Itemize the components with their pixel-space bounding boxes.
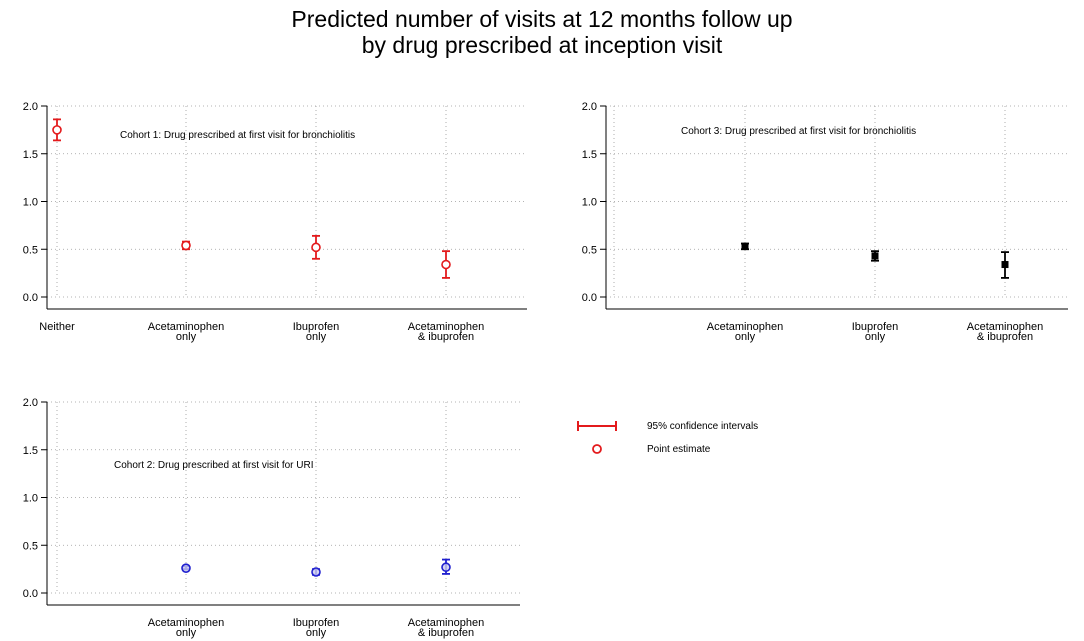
panel-1-y-tick-label: 2.0 (23, 101, 38, 113)
panel-1-x-tick-label: only (176, 331, 197, 343)
panel-2-x-tick-label: only (865, 331, 886, 343)
panel-1-y-tick-label: 0.5 (23, 244, 38, 256)
panel-1-x-tick-label: Acetaminophen (408, 321, 484, 333)
panel-1-point-estimate (311, 242, 321, 253)
panel-1-point-estimate (52, 125, 62, 135)
panel-3-x-tick-label: only (176, 627, 197, 639)
panel-2-x-tick-label: Acetaminophen (707, 321, 783, 333)
legend-ci-label: 95% confidence intervals (647, 421, 758, 432)
panel-2-y-tick-label: 0.5 (582, 244, 597, 256)
panel-2-y-tick-label: 0.0 (582, 292, 597, 304)
panel-1-y-tick-label: 1.0 (23, 197, 38, 209)
panel-1-cohort-label: Cohort 1: Drug prescribed at first visit… (120, 130, 355, 141)
panel-3-x-tick-label: Ibuprofen (293, 617, 339, 629)
chart-title: Predicted number of visits at 12 months … (291, 6, 793, 32)
panel-3-cohort-label: Cohort 2: Drug prescribed at first visit… (114, 460, 314, 471)
panel-3-point-estimate (441, 562, 451, 573)
panel-1-x-tick-label: & ibuprofen (418, 331, 474, 343)
panel-1-x-tick-label: Neither (39, 321, 75, 333)
panel-3-y-tick-label: 1.0 (23, 493, 38, 505)
panel-3-x-tick-label: & ibuprofen (418, 627, 474, 639)
panel-2-cohort-label: Cohort 3: Drug prescribed at first visit… (681, 126, 916, 137)
panel-1-x-tick-label: only (306, 331, 327, 343)
panel-1-x-tick-label: Ibuprofen (293, 321, 339, 333)
panel-3-point-estimate (181, 563, 191, 573)
panel-2-point-estimate (1001, 261, 1009, 269)
panel-2-x-tick-label: & ibuprofen (977, 331, 1033, 343)
panel-2-point-estimate (741, 242, 749, 250)
panel-3-y-tick-label: 2.0 (23, 397, 38, 409)
panel-1-y-tick-label: 1.5 (23, 149, 38, 161)
chart-subtitle: by drug prescribed at inception visit (361, 32, 723, 58)
panel-3-y-tick-label: 0.5 (23, 540, 38, 552)
panel-3-point-estimate (311, 567, 321, 577)
panel-2-y-tick-label: 1.5 (582, 149, 597, 161)
panel-1-point-estimate (441, 259, 451, 270)
panel-2-y-tick-label: 1.0 (582, 197, 597, 209)
panel-3-x-tick-label: Acetaminophen (408, 617, 484, 629)
panel-2-y-tick-label: 2.0 (582, 101, 597, 113)
panel-3-y-tick-label: 1.5 (23, 445, 38, 457)
panel-1-y-tick-label: 0.0 (23, 292, 38, 304)
legend-point-estimate-label: Point estimate (647, 444, 711, 455)
panel-1-point-estimate (181, 240, 191, 251)
panel-2-x-tick-label: only (735, 331, 756, 343)
panel-3-y-tick-label: 0.0 (23, 588, 38, 600)
panel-2-point-estimate (871, 252, 879, 260)
panel-2-x-tick-label: Acetaminophen (967, 321, 1043, 333)
panel-3-x-tick-label: Acetaminophen (148, 617, 224, 629)
panel-1-x-tick-label: Acetaminophen (148, 321, 224, 333)
panel-2-x-tick-label: Ibuprofen (852, 321, 898, 333)
panel-3-x-tick-label: only (306, 627, 327, 639)
legend-point-estimate-icon (592, 444, 602, 454)
